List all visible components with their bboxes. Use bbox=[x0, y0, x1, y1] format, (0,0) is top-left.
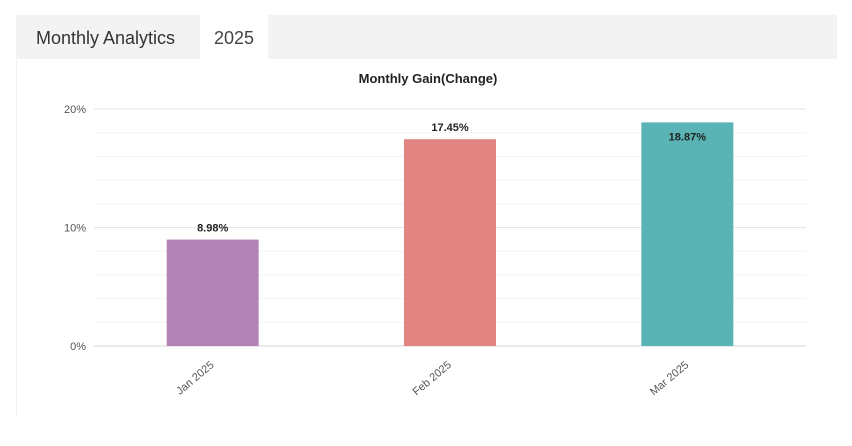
x-tick-label: Jan 2025 bbox=[174, 359, 216, 397]
x-tick-label: Feb 2025 bbox=[411, 359, 454, 398]
y-tick-label: 20% bbox=[64, 104, 86, 116]
card-divider bbox=[16, 59, 17, 415]
y-tick-label: 10% bbox=[64, 223, 86, 235]
tab-monthly-analytics[interactable]: Monthly Analytics bbox=[36, 28, 176, 48]
tab-bar: Monthly Analytics 2025 bbox=[16, 15, 837, 59]
x-axis-ticks: Jan 2025 Feb 2025 Mar 2025 bbox=[174, 359, 691, 398]
y-axis-ticks: 0% 10% 20% bbox=[64, 104, 86, 353]
data-labels: 8.98% 17.45% 18.87% bbox=[197, 122, 706, 234]
tab-year-2025[interactable]: 2025 bbox=[200, 15, 268, 59]
bar bbox=[404, 139, 496, 346]
chart-title: Monthly Gain(Change) bbox=[359, 71, 498, 86]
bar bbox=[166, 239, 259, 346]
bar bbox=[641, 122, 734, 346]
x-tick-label: Mar 2025 bbox=[648, 359, 691, 398]
bars bbox=[166, 122, 734, 346]
data-label: 18.87% bbox=[669, 131, 707, 143]
data-label: 8.98% bbox=[197, 223, 228, 235]
data-label: 17.45% bbox=[431, 122, 469, 134]
y-tick-label: 0% bbox=[70, 341, 86, 353]
